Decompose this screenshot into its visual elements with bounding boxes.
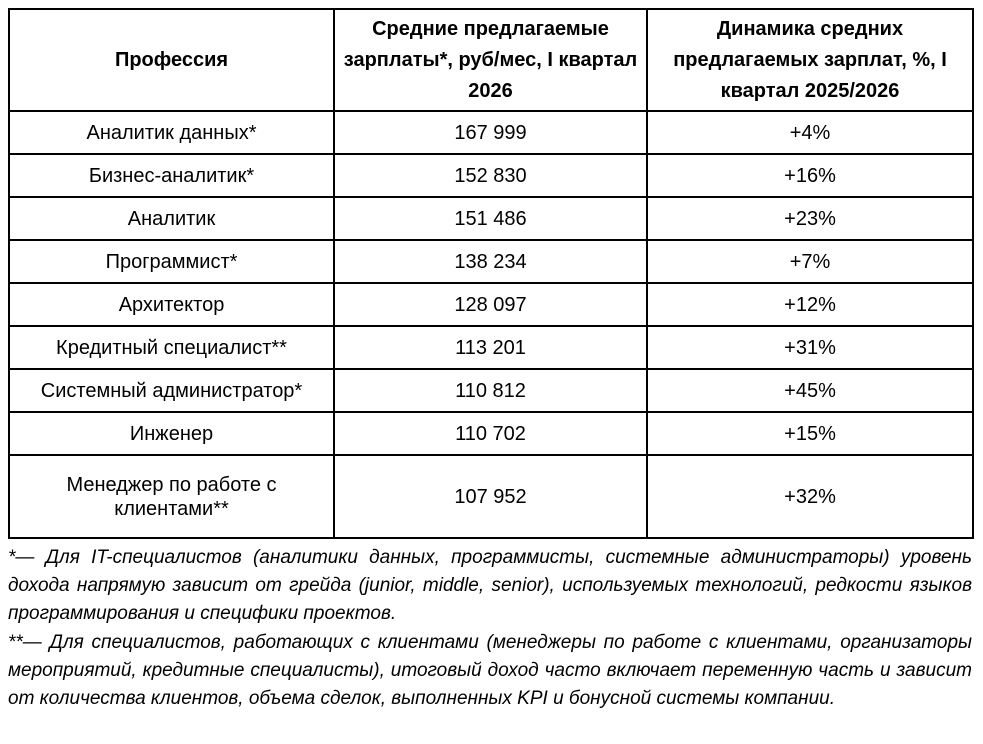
salary-cell: 128 097 <box>333 282 648 327</box>
salary-cell: 113 201 <box>333 325 648 370</box>
salary-table: Профессия Средние предлагаемые зарплаты*… <box>8 8 974 539</box>
profession-cell: Архитектор <box>8 282 335 327</box>
salary-cell: 152 830 <box>333 153 648 198</box>
table-header-row: Профессия Средние предлагаемые зарплаты*… <box>8 8 974 112</box>
salary-cell: 107 952 <box>333 454 648 539</box>
header-change: Динамика средних предлагаемых зарплат, %… <box>646 8 974 112</box>
change-cell: +12% <box>646 282 974 327</box>
footnote-client-specialists: **— Для специалистов, работающих с клиен… <box>8 631 972 710</box>
profession-cell: Инженер <box>8 411 335 456</box>
table-row: Менеджер по работе с клиентами** 107 952… <box>8 454 974 539</box>
change-cell: +16% <box>646 153 974 198</box>
salary-cell: 167 999 <box>333 110 648 155</box>
change-cell: +32% <box>646 454 974 539</box>
change-cell: +7% <box>646 239 974 284</box>
change-cell: +31% <box>646 325 974 370</box>
profession-cell: Аналитик <box>8 196 335 241</box>
profession-cell: Системный администратор* <box>8 368 335 413</box>
table-row: Архитектор 128 097 +12% <box>8 282 974 327</box>
profession-cell: Программист* <box>8 239 335 284</box>
salary-cell: 110 702 <box>333 411 648 456</box>
change-cell: +4% <box>646 110 974 155</box>
table-row: Бизнес-аналитик* 152 830 +16% <box>8 153 974 198</box>
change-cell: +15% <box>646 411 974 456</box>
change-cell: +45% <box>646 368 974 413</box>
salary-cell: 110 812 <box>333 368 648 413</box>
profession-cell: Аналитик данных* <box>8 110 335 155</box>
header-profession: Профессия <box>8 8 335 112</box>
table-row: Аналитик 151 486 +23% <box>8 196 974 241</box>
footnote-it-specialists: *— Для IT-специалистов (аналитики данных… <box>8 547 972 625</box>
salary-cell: 138 234 <box>333 239 648 284</box>
profession-cell: Менеджер по работе с клиентами** <box>8 454 335 539</box>
header-salary: Средние предлагаемые зарплаты*, руб/мес,… <box>333 8 648 112</box>
table-row: Кредитный специалист** 113 201 +31% <box>8 325 974 370</box>
salary-report: Профессия Средние предлагаемые зарплаты*… <box>8 8 974 713</box>
profession-cell: Бизнес-аналитик* <box>8 153 335 198</box>
table-row: Системный администратор* 110 812 +45% <box>8 368 974 413</box>
salary-cell: 151 486 <box>333 196 648 241</box>
change-cell: +23% <box>646 196 974 241</box>
profession-cell: Кредитный специалист** <box>8 325 335 370</box>
footnotes: *— Для IT-специалистов (аналитики данных… <box>8 544 972 713</box>
table-row: Программист* 138 234 +7% <box>8 239 974 284</box>
table-row: Инженер 110 702 +15% <box>8 411 974 456</box>
table-row: Аналитик данных* 167 999 +4% <box>8 110 974 155</box>
